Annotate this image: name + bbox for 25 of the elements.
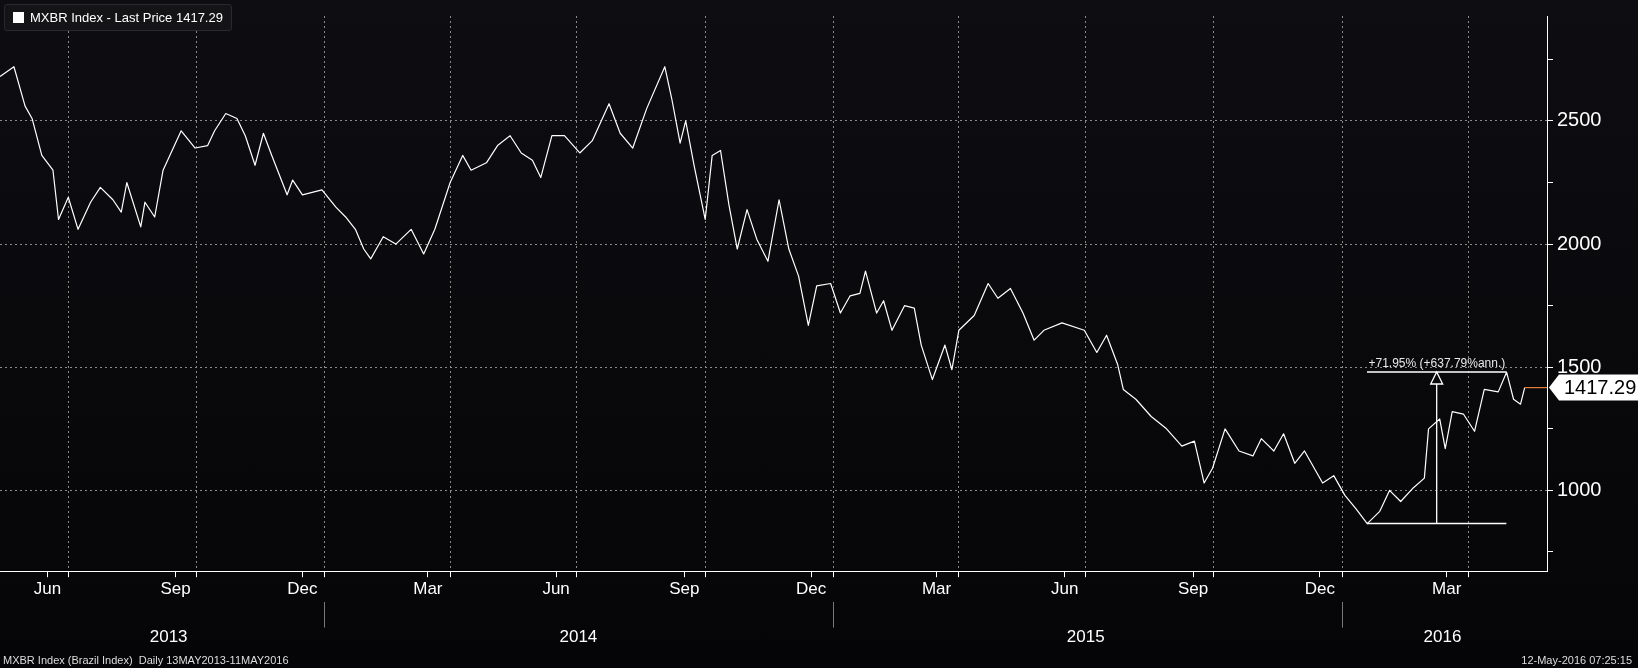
text: 12-May-2016 07:25:15 [1521, 654, 1632, 666]
y-tick-label: 2000 [1557, 231, 1602, 254]
x-tick-label: Dec [796, 579, 827, 599]
x-tick-label: Jun [1051, 579, 1079, 599]
annotation: +71.95% (+637.79%ann.) [1368, 356, 1506, 371]
x-tick-label: Sep [160, 579, 191, 599]
x-tick-label: Sep [669, 579, 700, 599]
x-tick-label: Dec [287, 579, 319, 599]
y-tick-label: 1500 [1557, 354, 1602, 377]
x-tick-label: Mar [921, 579, 952, 599]
x2-tick-label: 2016 [1423, 627, 1462, 647]
x2-tick-label: 2015 [1066, 627, 1105, 647]
text: MXBR Index (Brazil Index) Daily 13MAY2013-11MAY2016 [3, 654, 289, 666]
x-tick-label: Mar [413, 579, 443, 599]
x-tick-label: Mar [1432, 579, 1462, 599]
x-tick-label: Dec [1304, 579, 1336, 599]
y-tick-label: 2500 [1557, 108, 1602, 131]
x-tick-label: Jun [542, 579, 570, 599]
x-tick-label: Jun [33, 579, 62, 599]
x2-tick-label: 2013 [149, 627, 188, 647]
ref-line-label: 1417.29 [1564, 376, 1637, 399]
x-tick-label: Sep [1177, 579, 1209, 599]
y-tick-label: 1000 [1557, 477, 1602, 500]
legend-label: MXBR Index - Last Price 1417.29 [30, 10, 223, 25]
x2-tick-label: 2014 [559, 627, 598, 647]
